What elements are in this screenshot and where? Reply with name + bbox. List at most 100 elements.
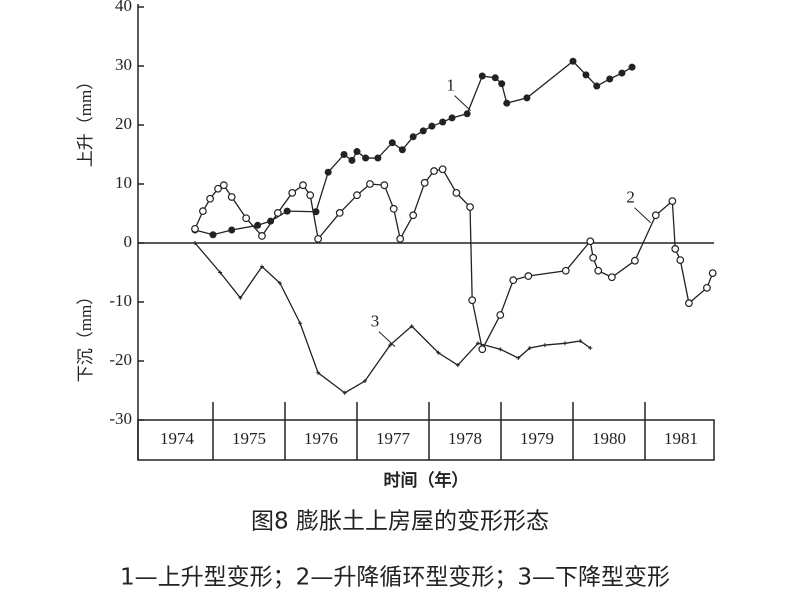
point — [316, 370, 321, 375]
point — [428, 122, 436, 130]
x-tick-label: 1977 — [376, 429, 411, 448]
point — [277, 281, 282, 286]
point — [448, 114, 456, 122]
point — [593, 82, 601, 90]
point — [589, 253, 598, 262]
x-tick-label: 1981 — [664, 429, 698, 448]
point — [685, 299, 693, 308]
point — [523, 94, 531, 102]
caption: 图8 膨胀土上房屋的变形形态 — [251, 509, 549, 535]
point — [335, 209, 344, 217]
point — [676, 256, 685, 265]
point — [366, 180, 374, 188]
point — [509, 276, 518, 285]
y-tick-label: -20 — [109, 350, 132, 369]
point — [259, 264, 264, 269]
y-axis-title-top: 上升（mm） — [76, 73, 95, 167]
point — [238, 295, 243, 300]
point — [340, 151, 348, 158]
point — [283, 207, 291, 215]
point — [561, 266, 570, 275]
point — [199, 207, 207, 216]
point — [463, 110, 471, 118]
point — [288, 188, 297, 197]
point — [607, 273, 616, 282]
y-tick-label: 40 — [115, 0, 132, 15]
point — [452, 188, 461, 197]
point — [353, 191, 361, 200]
point — [193, 241, 197, 245]
leader-line — [378, 331, 396, 348]
point — [668, 197, 677, 206]
point — [618, 69, 626, 77]
x-tick-label: 1976 — [304, 429, 338, 448]
y-tick-label: 10 — [115, 173, 132, 192]
point — [491, 74, 499, 82]
point — [516, 356, 521, 361]
point — [708, 269, 717, 277]
point — [478, 345, 487, 354]
point — [374, 154, 382, 162]
point — [503, 99, 511, 107]
x-tick-label: 1979 — [520, 429, 554, 448]
point — [594, 266, 603, 275]
point — [388, 343, 393, 348]
point — [298, 321, 303, 326]
point — [420, 178, 429, 187]
series-label: 2 — [626, 188, 635, 207]
point — [466, 203, 474, 211]
point — [254, 221, 262, 229]
y-tick-label: -10 — [109, 291, 132, 310]
point — [398, 146, 406, 154]
point — [628, 63, 636, 71]
point — [563, 341, 568, 346]
point — [306, 191, 315, 200]
point — [468, 296, 477, 305]
point — [436, 350, 441, 355]
point — [606, 75, 614, 83]
point — [191, 224, 199, 233]
x-tick-label: 1980 — [592, 429, 626, 448]
legend-text: 1—上升型变形；2—升降循环型变形；3—下降型变形 — [120, 565, 670, 591]
leader-line — [634, 207, 651, 224]
point — [419, 127, 427, 135]
point — [586, 237, 595, 246]
point — [542, 343, 547, 348]
series-line — [194, 60, 633, 236]
series-label: 1 — [446, 76, 455, 95]
point — [498, 80, 506, 88]
y-tick-label: -30 — [109, 409, 132, 428]
point — [380, 181, 389, 190]
point — [396, 234, 405, 243]
point — [439, 118, 447, 126]
point — [314, 234, 323, 243]
x-tick-label: 1978 — [448, 429, 482, 448]
point — [588, 346, 593, 351]
point — [209, 231, 217, 239]
point — [582, 71, 590, 79]
leader-line — [454, 95, 471, 112]
point — [342, 390, 347, 395]
point — [498, 347, 503, 352]
point — [324, 168, 332, 176]
point — [348, 156, 356, 164]
y-tick-label: 30 — [115, 55, 132, 74]
point — [273, 209, 282, 217]
point — [228, 226, 236, 234]
point — [569, 57, 577, 65]
point — [703, 283, 711, 292]
point — [455, 363, 460, 368]
point — [353, 148, 361, 156]
point — [475, 341, 480, 346]
series-line — [194, 242, 591, 394]
y-tick-label: 20 — [115, 114, 132, 133]
point — [527, 346, 532, 351]
point — [631, 256, 639, 265]
point — [438, 165, 447, 174]
point — [214, 184, 222, 193]
point — [496, 311, 505, 319]
x-axis-title: 时间（年） — [384, 470, 469, 490]
point — [409, 133, 417, 141]
point — [362, 379, 367, 384]
